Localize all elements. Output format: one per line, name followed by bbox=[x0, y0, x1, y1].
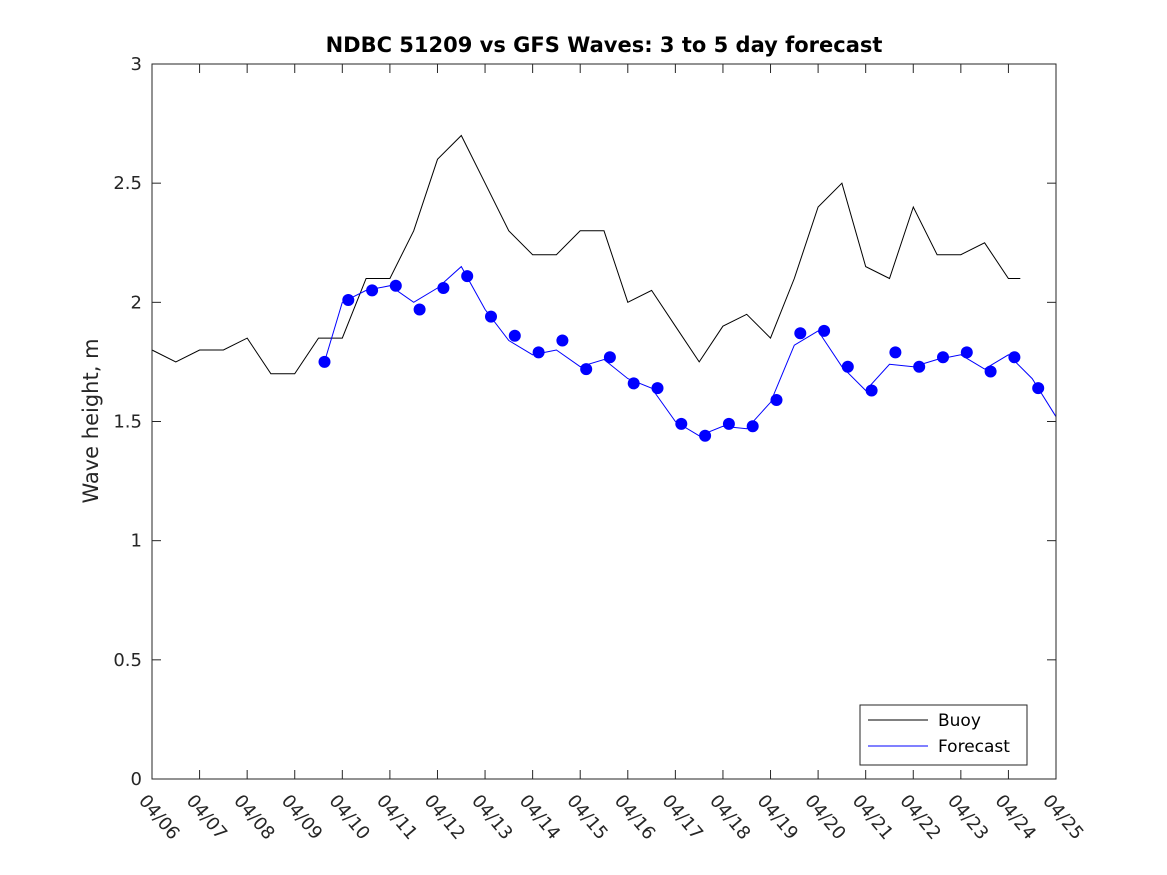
forecast-marker bbox=[960, 346, 973, 359]
x-tick-label: 04/18 bbox=[705, 791, 754, 844]
forecast-marker bbox=[532, 346, 545, 359]
forecast-marker bbox=[556, 334, 569, 347]
y-tick-label: 0 bbox=[131, 769, 142, 790]
axes-box bbox=[151, 63, 1057, 780]
y-axis-label: Wave height, m bbox=[79, 338, 103, 503]
forecast-marker bbox=[984, 365, 997, 378]
y-axis-ticks: 0 0.5 1 1.5 2 2.5 3 bbox=[113, 54, 1056, 790]
chart-title: NDBC 51209 vs GFS Waves: 3 to 5 day fore… bbox=[326, 33, 883, 57]
forecast-marker bbox=[366, 284, 379, 297]
forecast-marker bbox=[913, 360, 926, 373]
x-tick-label: 04/17 bbox=[658, 791, 707, 844]
forecast-marker bbox=[437, 282, 450, 294]
legend-label-forecast: Forecast bbox=[938, 737, 1010, 757]
forecast-marker bbox=[770, 394, 783, 406]
x-tick-label: 04/25 bbox=[1038, 791, 1087, 844]
legend-box bbox=[859, 704, 1028, 766]
x-tick-label: 04/14 bbox=[515, 791, 564, 844]
forecast-marker bbox=[889, 346, 902, 359]
x-tick-label: 04/22 bbox=[895, 791, 944, 844]
x-tick-label: 04/06 bbox=[134, 791, 183, 844]
x-tick-label: 04/07 bbox=[182, 791, 231, 844]
x-tick-label: 04/21 bbox=[848, 791, 897, 844]
x-tick-label: 04/20 bbox=[800, 791, 849, 844]
x-tick-label: 04/10 bbox=[324, 791, 373, 844]
x-tick-label: 04/13 bbox=[467, 791, 516, 844]
x-tick-label: 04/23 bbox=[943, 791, 992, 844]
forecast-marker bbox=[651, 382, 664, 395]
x-tick-label: 04/19 bbox=[753, 791, 802, 844]
forecast-marker bbox=[485, 310, 497, 323]
forecast-marker bbox=[794, 327, 807, 340]
forecast-marker bbox=[318, 355, 331, 368]
forecast-marker bbox=[818, 324, 831, 337]
x-tick-label: 04/11 bbox=[372, 791, 421, 844]
buoy-series-line bbox=[151, 134, 1021, 375]
forecast-marker bbox=[580, 363, 593, 376]
forecast-marker bbox=[865, 384, 878, 397]
forecast-marker bbox=[746, 420, 759, 433]
x-tick-label: 04/15 bbox=[562, 791, 611, 844]
forecast-marker bbox=[342, 294, 355, 306]
forecast-markers bbox=[318, 270, 1045, 442]
plot-area bbox=[152, 64, 1056, 779]
forecast-marker bbox=[508, 329, 521, 342]
forecast-marker bbox=[675, 417, 688, 430]
forecast-marker bbox=[722, 417, 735, 430]
plot-background bbox=[152, 64, 1056, 779]
forecast-marker bbox=[389, 279, 402, 292]
x-tick-label: 04/09 bbox=[277, 791, 326, 844]
forecast-marker bbox=[461, 270, 474, 283]
x-tick-label: 04/24 bbox=[991, 791, 1040, 844]
x-tick-label: 04/16 bbox=[610, 791, 659, 844]
forecast-marker bbox=[413, 303, 426, 316]
forecast-marker bbox=[603, 351, 616, 364]
y-tick-label: 2 bbox=[131, 292, 142, 313]
forecast-marker bbox=[699, 429, 712, 442]
y-tick-label: 1 bbox=[131, 531, 142, 552]
forecast-marker bbox=[937, 351, 949, 364]
axes-frame bbox=[151, 63, 1057, 780]
x-tick-label: 04/08 bbox=[229, 791, 278, 844]
forecast-marker bbox=[627, 377, 640, 390]
y-tick-label: 3 bbox=[131, 54, 142, 75]
forecast-marker bbox=[841, 360, 854, 373]
x-tick-label: 04/12 bbox=[420, 791, 469, 844]
legend-label-buoy: Buoy bbox=[938, 711, 981, 731]
forecast-marker bbox=[1032, 382, 1045, 395]
y-tick-label: 2.5 bbox=[113, 173, 142, 194]
y-tick-label: 1.5 bbox=[113, 412, 142, 433]
y-tick-label: 0.5 bbox=[113, 650, 142, 671]
legend: Buoy Forecast bbox=[859, 704, 1028, 766]
forecast-marker bbox=[1008, 351, 1021, 364]
